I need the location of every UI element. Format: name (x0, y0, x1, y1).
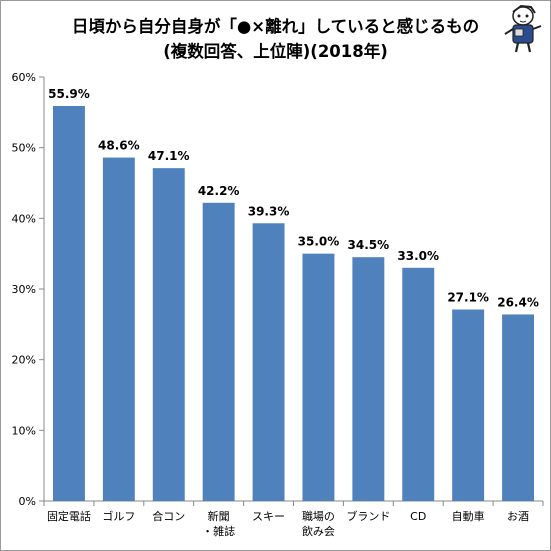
bar (302, 253, 335, 501)
y-tick-label: 30% (12, 283, 36, 296)
data-label: 39.3% (248, 204, 290, 218)
x-tick-label: 固定電話 (47, 509, 91, 523)
x-tick-label: ブランド (346, 509, 390, 523)
data-label: 27.1% (447, 290, 489, 304)
y-tick-label: 10% (12, 424, 36, 437)
reporter-mascot-icon (504, 4, 542, 53)
bar (502, 314, 535, 501)
x-tick-label: 合コン (152, 509, 185, 523)
x-tick-label: ゴルフ (102, 509, 135, 523)
x-tick-label: CD (410, 510, 426, 523)
y-tick-label: 50% (12, 142, 36, 155)
x-tick-label: お酒 (507, 510, 529, 523)
bar (102, 157, 135, 501)
data-label: 55.9% (48, 87, 90, 101)
y-tick-label: 60% (12, 71, 36, 84)
y-tick-label: 40% (12, 212, 36, 225)
chart-title-line-1: 日頃から自分自身が「●×離れ」していると感じるもの (71, 17, 480, 36)
bar (352, 257, 385, 501)
x-tick-label: スキー (252, 510, 285, 523)
bar (452, 309, 485, 501)
data-label: 34.5% (348, 238, 390, 252)
data-label: 35.0% (298, 235, 340, 249)
bar (152, 168, 185, 501)
data-label: 26.4% (497, 295, 539, 309)
x-tick-label: 飲み会 (302, 524, 335, 538)
bar (52, 105, 85, 502)
y-tick-label: 20% (12, 354, 36, 367)
x-tick-label: 新聞 (208, 509, 230, 523)
data-label: 33.0% (397, 249, 439, 263)
x-tick-label: 職場の (302, 510, 335, 523)
x-tick-label: ・雑誌 (202, 524, 235, 538)
y-tick-label: 0% (19, 495, 36, 508)
chart-title-line-2: (複数回答、上位陣)(2018年) (163, 42, 388, 61)
bar (202, 202, 235, 501)
data-label: 47.1% (148, 149, 190, 163)
data-label: 42.2% (198, 184, 240, 198)
data-label: 48.6% (98, 139, 140, 153)
bar (252, 223, 285, 501)
bar (402, 267, 435, 501)
x-tick-label: 自動車 (452, 509, 485, 523)
